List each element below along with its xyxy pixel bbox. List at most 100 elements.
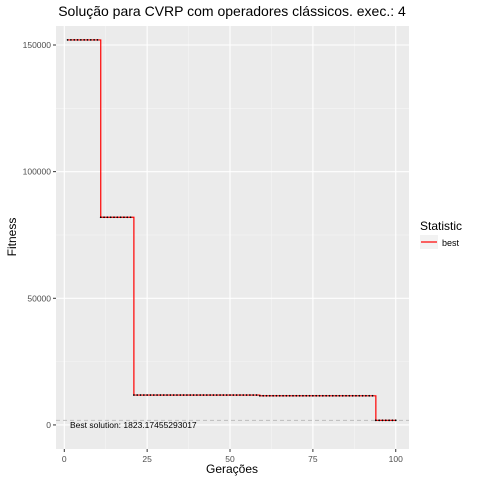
data-point bbox=[365, 394, 367, 397]
chart-title: Solução para CVRP com operadores clássic… bbox=[58, 3, 406, 19]
data-point bbox=[142, 394, 145, 396]
data-point bbox=[249, 394, 251, 396]
x-tick-label: 50 bbox=[225, 454, 235, 464]
data-point bbox=[328, 394, 331, 397]
data-point bbox=[252, 394, 255, 396]
x-axis-title: Gerações bbox=[206, 462, 258, 476]
data-point bbox=[192, 394, 195, 396]
data-point bbox=[86, 39, 89, 41]
data-point bbox=[232, 394, 235, 396]
data-point bbox=[156, 394, 158, 396]
data-point bbox=[76, 39, 79, 41]
data-point bbox=[275, 394, 278, 397]
data-point bbox=[245, 394, 248, 396]
data-point bbox=[89, 39, 92, 41]
data-point bbox=[146, 394, 149, 396]
x-axis: 0 25 50 75 100 bbox=[62, 449, 403, 464]
data-point bbox=[209, 394, 212, 396]
data-point bbox=[308, 394, 311, 397]
y-tick-label: 0 bbox=[46, 420, 51, 430]
data-point bbox=[388, 419, 391, 422]
data-point bbox=[172, 394, 175, 396]
data-point bbox=[162, 394, 165, 396]
data-point bbox=[176, 394, 178, 396]
data-point bbox=[229, 394, 231, 396]
data-point bbox=[103, 216, 105, 219]
data-point bbox=[305, 394, 308, 397]
data-point bbox=[378, 419, 381, 422]
data-point bbox=[371, 394, 374, 397]
data-point bbox=[262, 394, 265, 397]
data-point bbox=[321, 394, 324, 397]
data-point bbox=[302, 394, 304, 397]
data-point bbox=[166, 394, 168, 396]
data-point bbox=[292, 394, 294, 397]
legend-label-best: best bbox=[442, 238, 460, 248]
plot-panel bbox=[56, 26, 409, 449]
data-point bbox=[381, 419, 384, 422]
data-point bbox=[345, 394, 347, 397]
data-point bbox=[268, 394, 271, 397]
grid-minor bbox=[56, 26, 409, 449]
data-point bbox=[391, 419, 394, 422]
data-point bbox=[96, 39, 99, 41]
best-solution-annotation: Best solution: 1823.17455293017 bbox=[70, 420, 197, 430]
data-point bbox=[73, 39, 76, 41]
data-point bbox=[394, 419, 397, 422]
y-axis-title: Fitness bbox=[5, 218, 19, 257]
data-point bbox=[189, 394, 192, 396]
data-point bbox=[225, 394, 228, 396]
data-point bbox=[109, 216, 112, 219]
data-point bbox=[348, 394, 351, 397]
data-point bbox=[361, 394, 364, 397]
data-point bbox=[374, 419, 377, 422]
data-point bbox=[331, 394, 334, 397]
data-point bbox=[79, 39, 82, 41]
grid-major bbox=[56, 26, 409, 449]
data-point bbox=[242, 394, 245, 396]
data-point bbox=[205, 394, 208, 396]
data-point bbox=[126, 216, 129, 219]
data-point bbox=[182, 394, 185, 396]
x-tick-label: 25 bbox=[142, 454, 152, 464]
data-point bbox=[152, 394, 155, 396]
data-point bbox=[93, 39, 96, 41]
data-point bbox=[202, 394, 205, 396]
data-point bbox=[298, 394, 301, 397]
data-point bbox=[288, 394, 291, 397]
data-point bbox=[315, 394, 318, 397]
x-tick-label: 75 bbox=[308, 454, 318, 464]
data-point bbox=[149, 394, 152, 396]
legend-title: Statistic bbox=[420, 219, 462, 233]
data-point bbox=[195, 394, 198, 396]
data-point bbox=[278, 394, 281, 397]
y-tick-label: 100000 bbox=[23, 167, 52, 177]
data-point bbox=[335, 394, 337, 397]
data-point bbox=[215, 394, 218, 396]
data-point bbox=[239, 394, 241, 396]
x-tick-label: 0 bbox=[62, 454, 67, 464]
data-point bbox=[106, 216, 109, 219]
data-point bbox=[159, 394, 162, 396]
data-point bbox=[186, 394, 188, 396]
data-point bbox=[384, 419, 387, 422]
data-point bbox=[368, 394, 371, 397]
data-point bbox=[83, 39, 86, 41]
data-point bbox=[272, 394, 275, 397]
data-point bbox=[222, 394, 225, 396]
data-point bbox=[311, 394, 314, 397]
data-point bbox=[341, 394, 344, 397]
data-point bbox=[179, 394, 182, 396]
legend: Statistic best bbox=[420, 219, 462, 249]
data-point bbox=[139, 394, 142, 396]
y-axis: 0 50000 100000 150000 bbox=[23, 40, 56, 430]
series-group bbox=[66, 39, 397, 422]
data-point bbox=[169, 394, 172, 396]
data-point bbox=[338, 394, 341, 397]
x-tick-label: 100 bbox=[389, 454, 403, 464]
data-point bbox=[258, 394, 261, 397]
data-point bbox=[123, 216, 125, 219]
y-tick-label: 150000 bbox=[23, 40, 52, 50]
data-point bbox=[282, 394, 284, 397]
data-point bbox=[66, 39, 69, 41]
